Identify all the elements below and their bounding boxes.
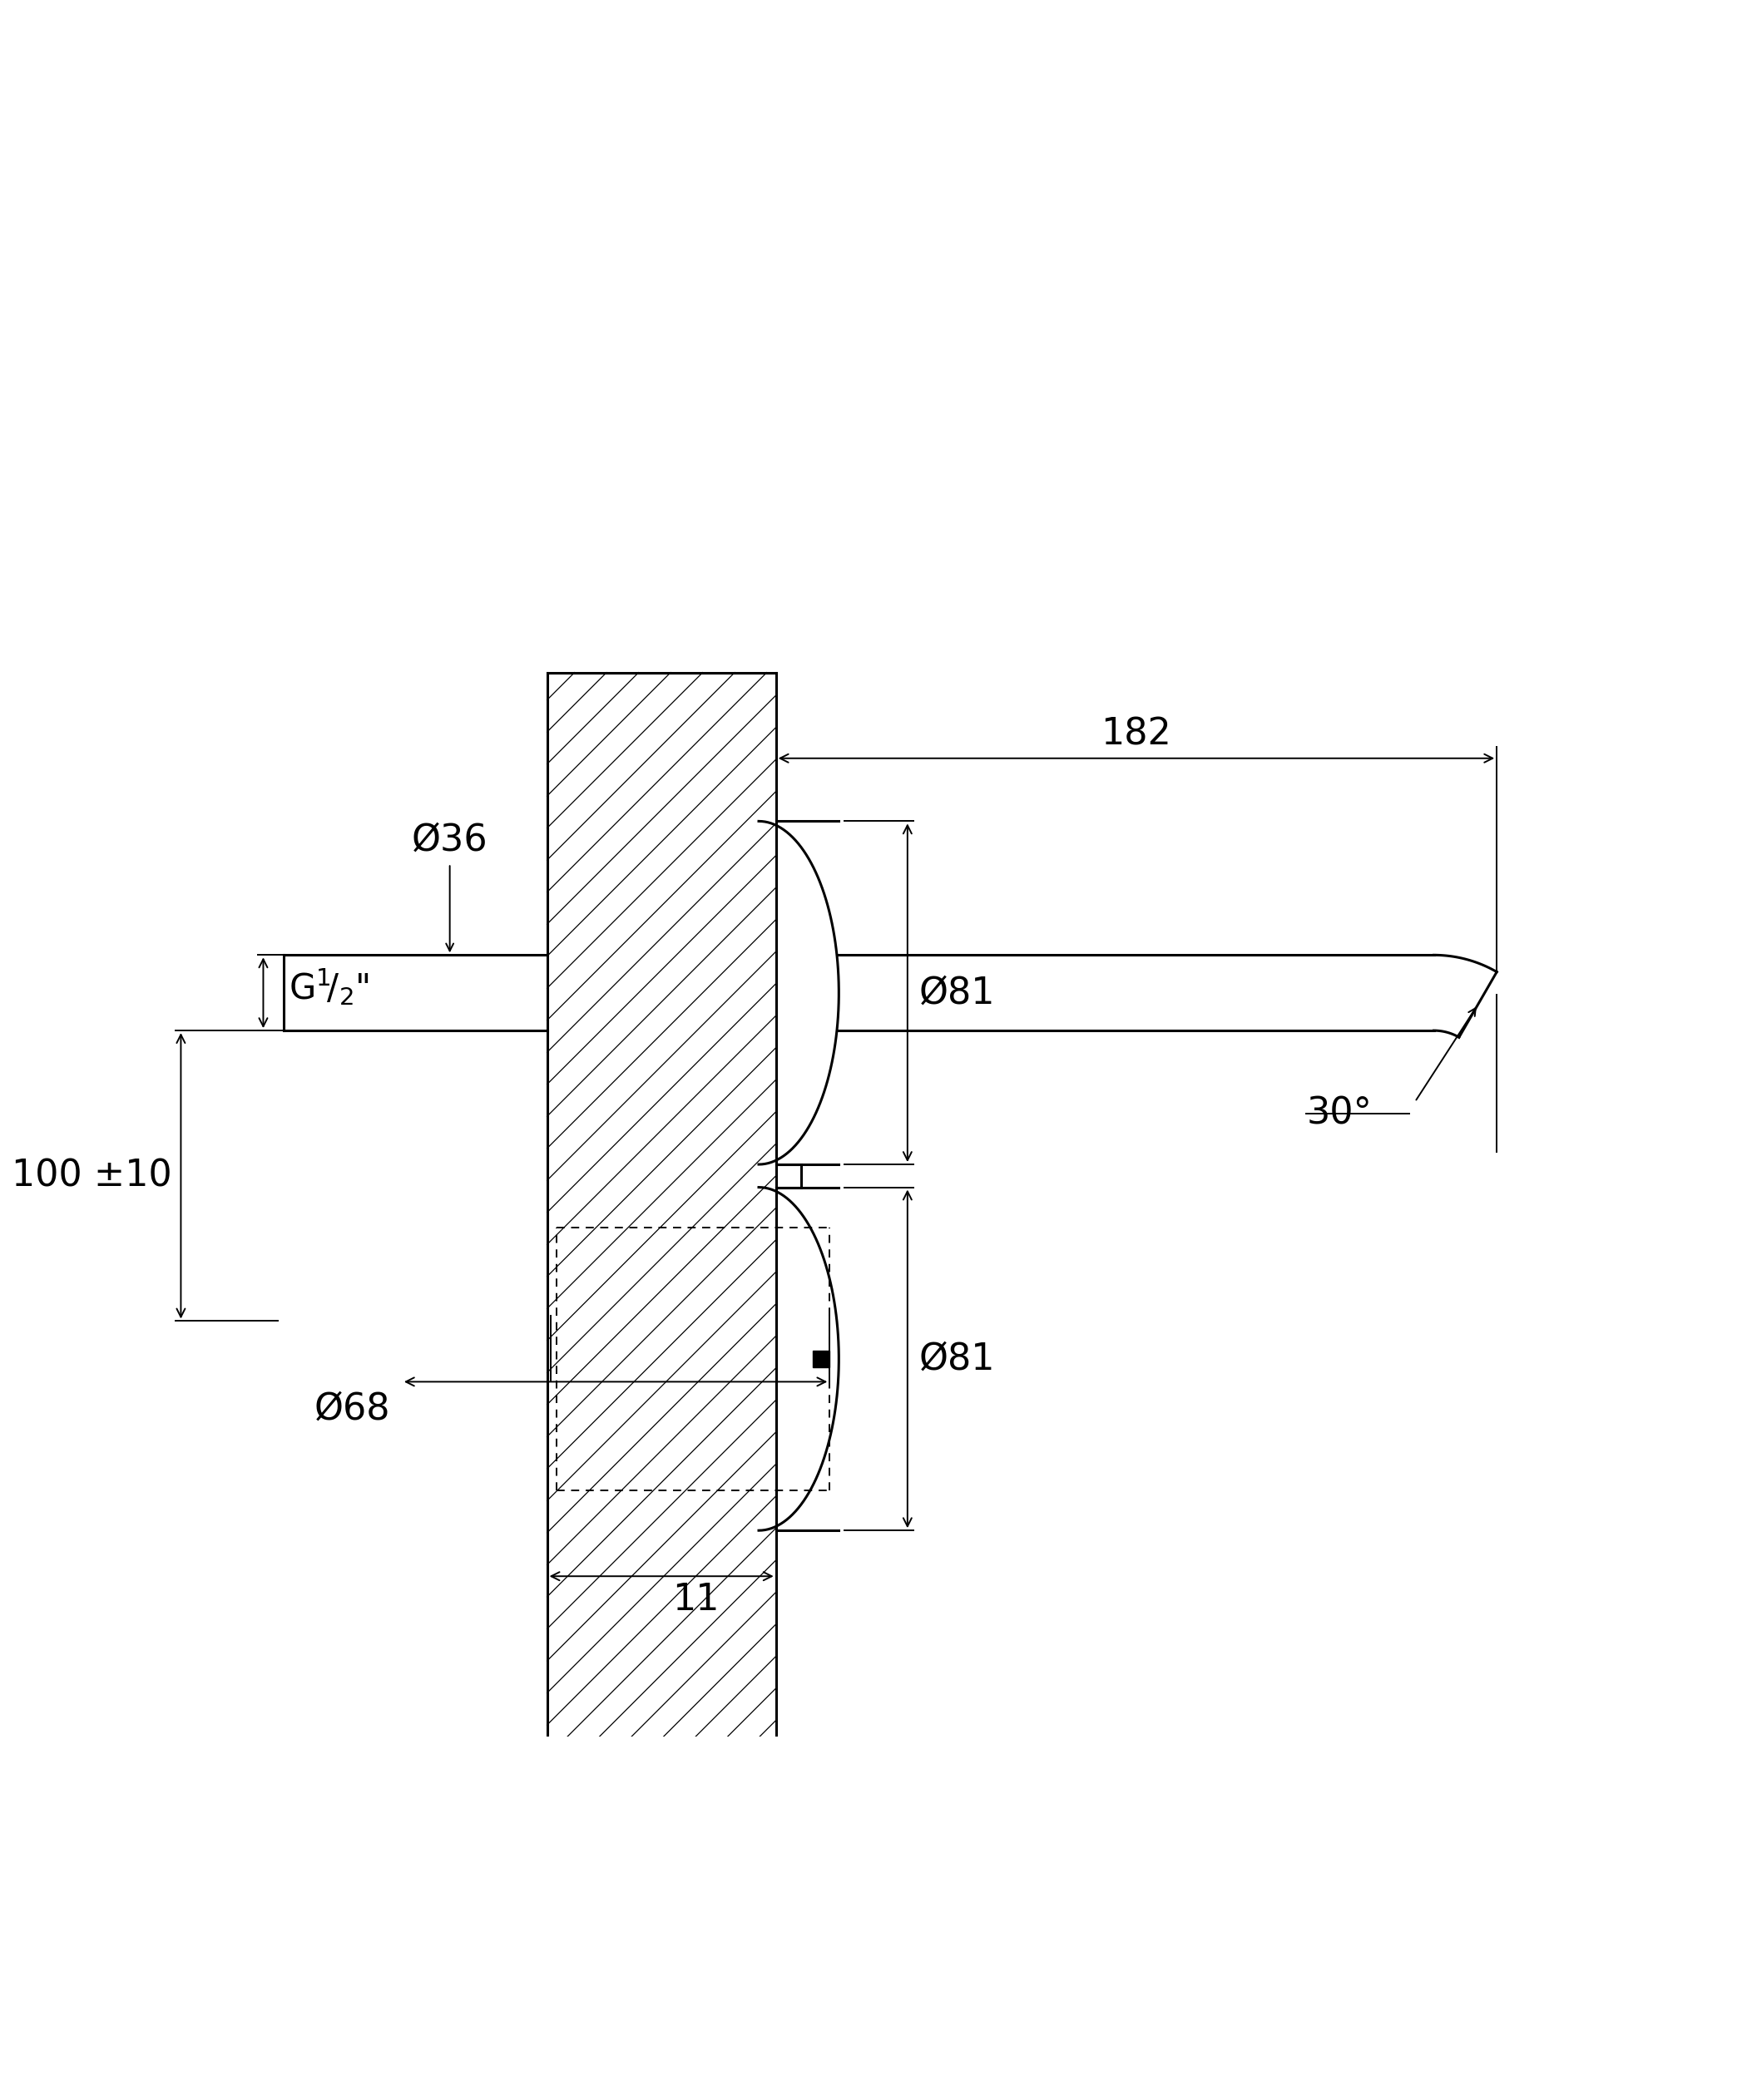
Bar (813, 1350, 830, 1367)
Text: Ø68: Ø68 (314, 1390, 391, 1426)
Text: G$^{1}\!/_{2}$": G$^{1}\!/_{2}$" (289, 966, 370, 1008)
Text: Ø81: Ø81 (918, 1342, 995, 1378)
Text: 182: 182 (1100, 716, 1172, 752)
Text: 11: 11 (673, 1581, 720, 1617)
Text: Ø36: Ø36 (412, 821, 487, 857)
Text: 30°: 30° (1307, 1096, 1372, 1132)
Text: Ø81: Ø81 (918, 974, 995, 1010)
Text: 100 ±10: 100 ±10 (11, 1157, 172, 1193)
